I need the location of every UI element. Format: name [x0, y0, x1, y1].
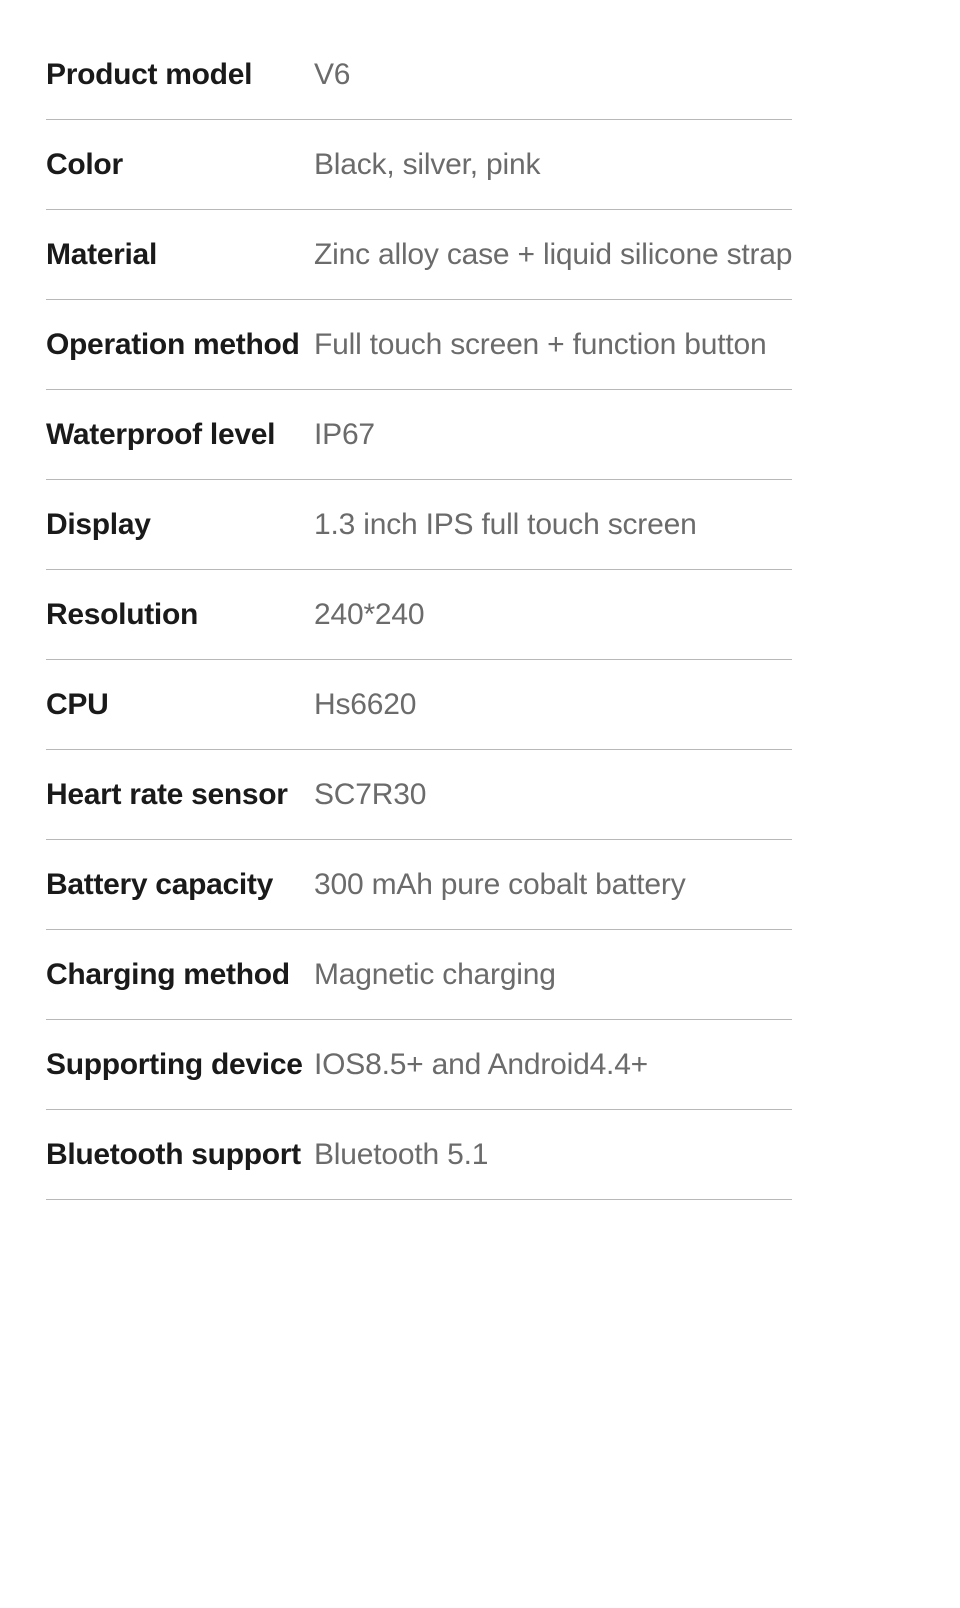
spec-row: Charging method Magnetic charging [46, 930, 792, 1020]
spec-row: Product model V6 [46, 30, 792, 120]
spec-row: Waterproof level IP67 [46, 390, 792, 480]
spec-value: Zinc alloy case + liquid silicone strap [314, 238, 792, 272]
spec-value: Bluetooth 5.1 [314, 1138, 488, 1172]
spec-label: Material [46, 238, 314, 272]
spec-label: Product model [46, 58, 314, 92]
spec-label: Supporting device [46, 1048, 314, 1082]
spec-value: V6 [314, 58, 350, 92]
spec-row: Color Black, silver, pink [46, 120, 792, 210]
spec-row: Heart rate sensor SC7R30 [46, 750, 792, 840]
spec-table: Product model V6 Color Black, silver, pi… [0, 0, 960, 1200]
spec-label: Waterproof level [46, 418, 314, 452]
spec-label: Resolution [46, 598, 314, 632]
spec-label: Display [46, 508, 314, 542]
spec-value: 240*240 [314, 598, 424, 632]
spec-row: Bluetooth support Bluetooth 5.1 [46, 1110, 792, 1200]
spec-value: Magnetic charging [314, 958, 556, 992]
spec-label: Heart rate sensor [46, 778, 314, 812]
spec-value: Black, silver, pink [314, 148, 540, 182]
spec-label: Operation method [46, 328, 314, 362]
spec-row: CPU Hs6620 [46, 660, 792, 750]
spec-label: Battery capacity [46, 868, 314, 902]
spec-value: SC7R30 [314, 778, 426, 812]
spec-label: CPU [46, 688, 314, 722]
spec-row: Supporting device IOS8.5+ and Android4.4… [46, 1020, 792, 1110]
spec-value: 1.3 inch IPS full touch screen [314, 508, 697, 542]
spec-row: Resolution 240*240 [46, 570, 792, 660]
spec-value: 300 mAh pure cobalt battery [314, 868, 686, 902]
spec-label: Charging method [46, 958, 314, 992]
spec-row: Display 1.3 inch IPS full touch screen [46, 480, 792, 570]
spec-label: Color [46, 148, 314, 182]
spec-value: Full touch screen + function button [314, 328, 766, 362]
spec-value: Hs6620 [314, 688, 416, 722]
spec-row: Material Zinc alloy case + liquid silico… [46, 210, 792, 300]
spec-row: Battery capacity 300 mAh pure cobalt bat… [46, 840, 792, 930]
spec-label: Bluetooth support [46, 1138, 314, 1172]
spec-value: IOS8.5+ and Android4.4+ [314, 1048, 648, 1082]
spec-value: IP67 [314, 418, 375, 452]
spec-row: Operation method Full touch screen + fun… [46, 300, 792, 390]
